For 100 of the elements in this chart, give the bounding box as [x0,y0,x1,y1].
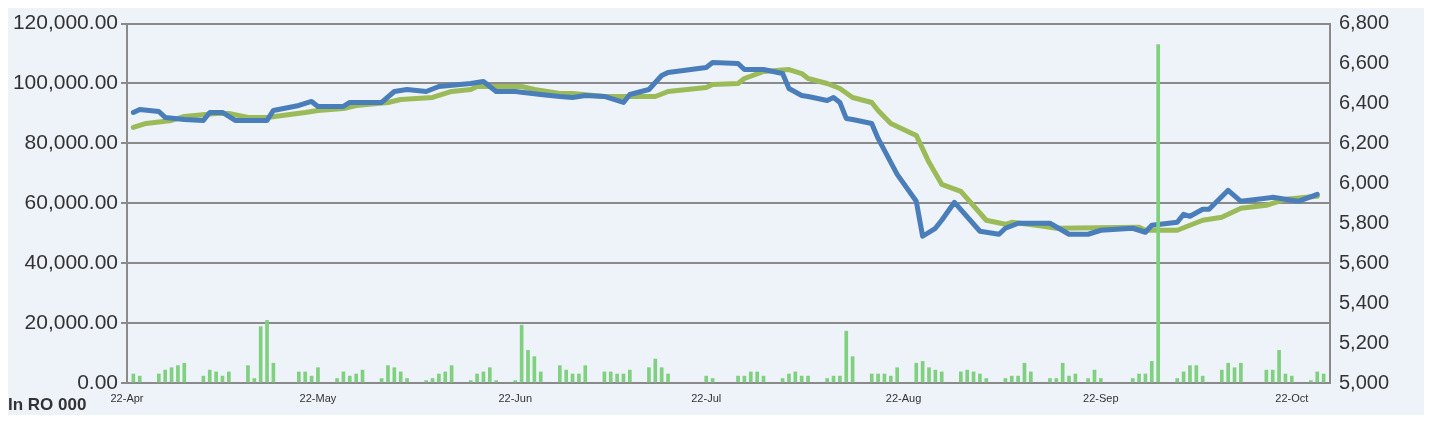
bar [583,365,588,383]
bar [405,378,409,383]
x-tick-label: 22-Jul [691,391,722,404]
y-axis-title: In RO 000 [8,395,87,415]
bar [1137,373,1141,383]
bar [494,380,499,383]
y-tick-label: 100,000.00 [12,70,118,94]
bar [564,369,569,383]
y2-tick-label: 6,400 [1339,90,1390,113]
bar [214,371,218,383]
bar [137,375,142,383]
bar [628,369,632,383]
bar [838,375,842,383]
x-tick-label: 22-Apr [110,391,144,404]
bar [748,371,753,383]
bar [468,380,473,383]
y2-tick-label: 5,800 [1339,210,1390,233]
bar [1086,378,1090,383]
bar [437,373,441,383]
y2-tick-label: 6,800 [1339,11,1390,34]
bar [443,371,448,383]
bar [1016,375,1020,383]
x-tick-label: 22-May [299,391,337,404]
bar [704,375,709,383]
bar [265,320,269,383]
bar [1175,378,1180,383]
bar [647,367,651,383]
bar [978,373,982,383]
bar [608,371,613,383]
x-tick-label: 22-Oct [1275,391,1309,404]
bar [1099,378,1103,383]
bar [424,380,428,383]
bar [577,373,581,383]
bar [1048,378,1052,383]
bar [316,367,320,383]
bar [1130,378,1135,383]
y2-tick-label: 5,600 [1339,250,1390,273]
bar [1029,371,1033,383]
bar [246,365,250,383]
x-tick-label: 22-Aug [885,391,922,404]
bar [335,378,339,383]
bar [1054,378,1059,383]
bar [398,371,403,383]
y2-tick-label: 6,000 [1339,170,1390,193]
y-tick-label: 120,000.00 [12,10,118,34]
bar [959,371,963,383]
bar [984,378,989,383]
bar [1188,365,1192,383]
bar [799,375,804,383]
bar [965,369,970,383]
bar [653,358,658,383]
y2-tick-label: 5,200 [1339,330,1390,353]
y-tick-label: 0.00 [77,369,118,393]
bar [787,373,791,383]
bar [1149,361,1154,383]
x-tick-label: 22-Jun [498,391,533,404]
bar [182,362,187,383]
bar [227,371,231,383]
bar [163,369,168,383]
y2-tick-label: 5,000 [1339,370,1390,393]
bar [513,380,518,383]
bar [475,373,479,383]
bar [1226,362,1230,383]
bar [939,371,944,383]
bar [347,375,352,383]
bar [1309,380,1313,383]
bar [927,367,931,383]
bar [876,373,880,383]
bar [386,365,390,383]
bar [806,375,810,383]
bar [888,375,893,383]
bar [176,365,180,383]
bar [538,371,543,383]
y-tick-label: 80,000.00 [24,130,118,154]
y2-tick-label: 5,400 [1339,290,1390,313]
bar [354,373,358,383]
bar [526,350,530,383]
x-tick-label: 22-Sep [1083,391,1119,404]
bar [1009,375,1014,383]
bar [1289,375,1294,383]
y2-tick-label: 6,200 [1339,130,1390,153]
y-tick-label: 40,000.00 [24,250,118,273]
y-tick-label: 60,000.00 [24,190,118,214]
bar [1315,371,1320,383]
bar [297,371,301,383]
bar [736,375,740,383]
y2-tick-label: 6,600 [1339,51,1390,74]
bar [1156,44,1160,383]
bar [1067,375,1071,383]
bar [487,367,492,383]
bar [1270,369,1275,383]
bar [252,378,257,383]
bar [755,371,759,383]
bar [825,378,829,383]
bar [895,367,900,383]
bar [615,373,619,383]
y-tick-label: 20,000.00 [24,309,118,333]
bar [1277,350,1281,383]
bar [1239,362,1243,383]
bar [558,365,562,383]
